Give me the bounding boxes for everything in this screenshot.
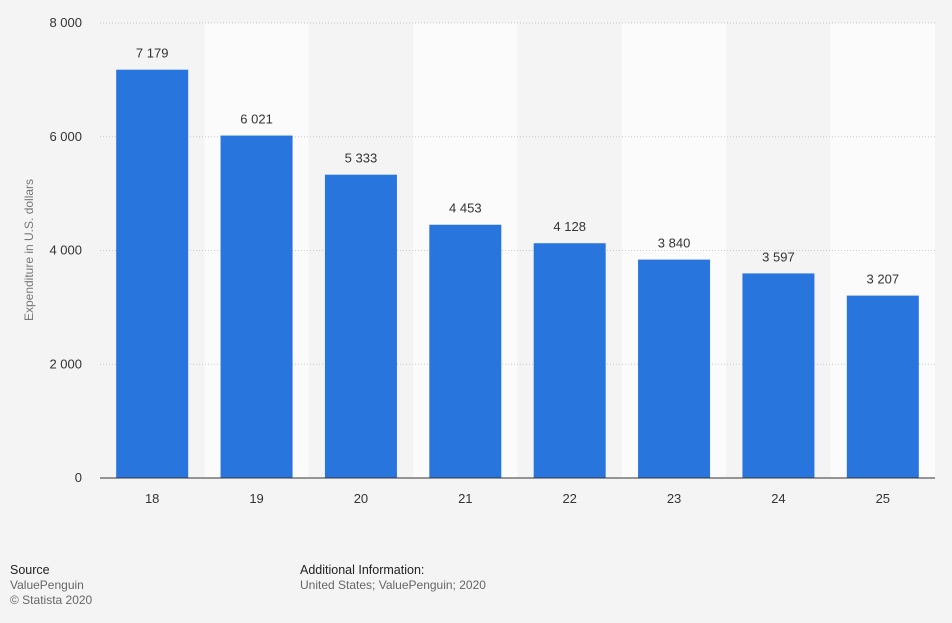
y-tick-label: 2 000	[49, 356, 82, 371]
y-tick-label: 4 000	[49, 243, 82, 258]
additional-info-heading: Additional Information:	[300, 563, 425, 577]
source-block: Source ValuePenguin © Statista 2020	[10, 563, 92, 608]
y-tick-label: 8 000	[49, 15, 82, 30]
x-tick-label: 21	[458, 491, 472, 506]
value-label: 4 128	[553, 219, 586, 234]
bar-22[interactable]	[533, 243, 606, 478]
source-heading: Source	[10, 563, 50, 577]
y-axis-label: Expenditure in U.S. dollars	[22, 179, 36, 321]
y-tick-label: 6 000	[49, 129, 82, 144]
x-tick-label: 19	[249, 491, 263, 506]
x-tick-label: 22	[562, 491, 576, 506]
source-name[interactable]: ValuePenguin	[10, 578, 84, 592]
bar-25[interactable]	[846, 295, 919, 478]
bars	[116, 69, 919, 479]
y-tick-label: 0	[75, 470, 82, 485]
x-tick-label: 25	[876, 491, 890, 506]
value-label: 5 333	[345, 151, 378, 166]
bar-chart: 0 2 000 4 000 6 000 8 000 Expenditure in U.S…	[22, 15, 935, 506]
bar-21[interactable]	[429, 224, 502, 478]
x-axis-ticks: 18 19 20 21 22 23 24 25	[145, 491, 890, 506]
additional-info-text: United States; ValuePenguin; 2020	[300, 578, 486, 592]
value-labels: 7 179 6 021 5 333 4 453 4 128 3 840 3 597 3 207	[136, 46, 899, 287]
x-tick-label: 23	[667, 491, 681, 506]
value-label: 6 021	[240, 112, 273, 127]
bar-19[interactable]	[220, 135, 293, 479]
bar-18[interactable]	[116, 69, 189, 479]
value-label: 7 179	[136, 46, 169, 61]
value-label: 3 597	[762, 249, 795, 264]
gridlines	[100, 22, 935, 365]
y-axis-ticks: 0 2 000 4 000 6 000 8 000	[49, 15, 82, 485]
x-tick-label: 24	[771, 491, 785, 506]
bar-20[interactable]	[324, 174, 397, 479]
value-label: 3 207	[867, 272, 900, 287]
additional-info-block: Additional Information: United States; V…	[300, 563, 486, 593]
bar-23[interactable]	[638, 259, 711, 478]
bar-24[interactable]	[742, 273, 815, 478]
x-tick-label: 18	[145, 491, 159, 506]
value-label: 3 840	[658, 236, 691, 251]
x-tick-label: 20	[354, 491, 368, 506]
value-label: 4 453	[449, 201, 482, 216]
copyright: © Statista 2020	[10, 593, 93, 607]
